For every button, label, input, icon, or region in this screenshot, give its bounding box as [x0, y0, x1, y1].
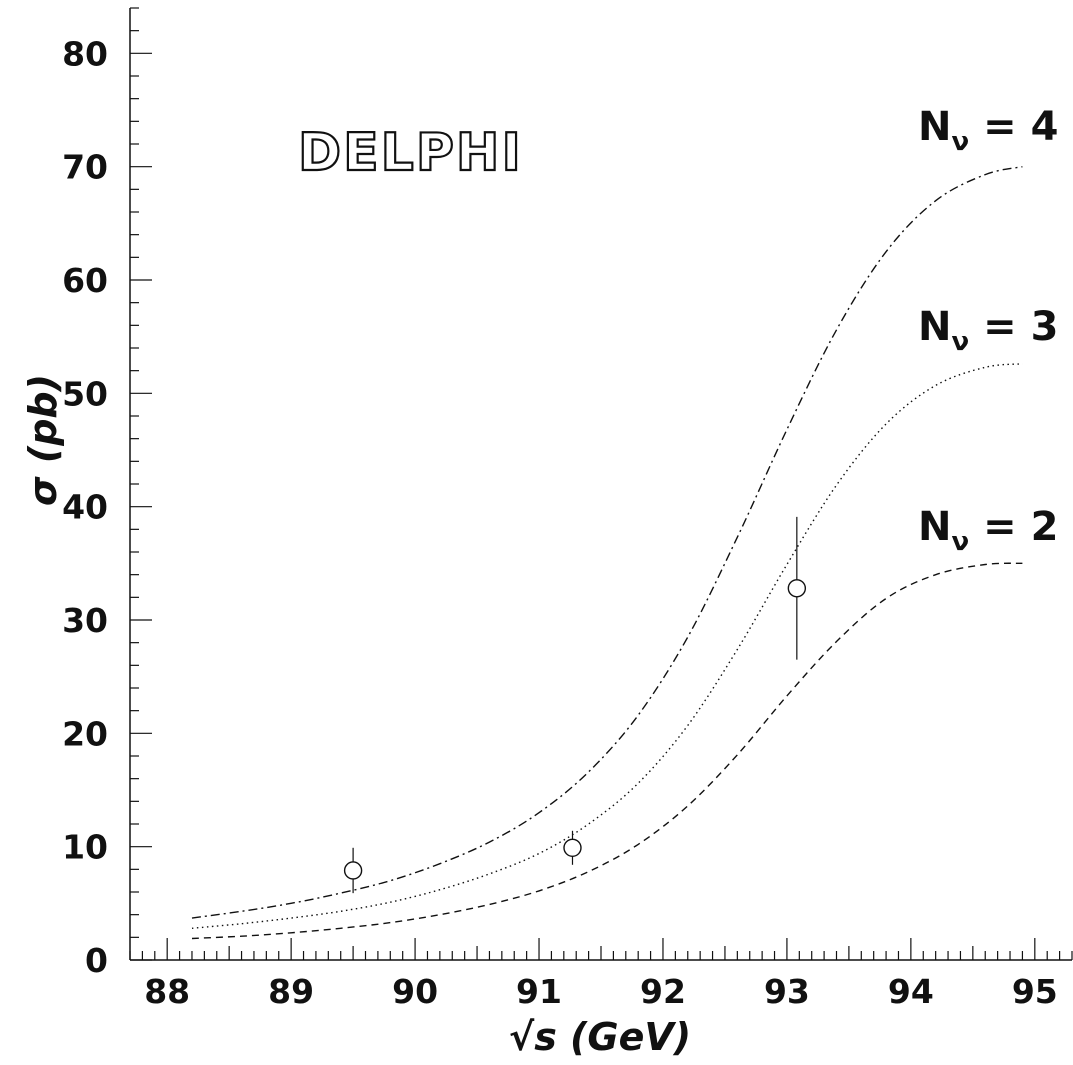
- data-marker: [343, 861, 363, 880]
- label-n: N: [918, 104, 951, 150]
- label-nu-subscript: ν: [951, 127, 969, 157]
- x-ticks: 88 89 90 91 92 93 94 95: [129, 938, 1073, 1011]
- axes: [129, 8, 1072, 961]
- label-value: = 4: [969, 104, 1058, 150]
- x-tick-label: 94: [888, 972, 934, 1011]
- series-label-nu-3: Nν = 3: [918, 304, 1058, 357]
- series-label-nu-2: Nν = 2: [918, 504, 1058, 557]
- x-tick-label: 88: [144, 972, 190, 1011]
- data-points: [343, 516, 807, 894]
- delphi-logo: DELPHI: [298, 123, 523, 183]
- y-tick-label: 40: [62, 488, 108, 527]
- x-tick-label: 92: [640, 972, 686, 1011]
- y-tick-label: 80: [62, 34, 108, 73]
- x-tick-label: 95: [1012, 972, 1058, 1011]
- data-point: [343, 847, 363, 894]
- x-tick-label: 91: [516, 972, 562, 1011]
- series-label-nu-4: Nν = 4: [918, 104, 1058, 157]
- y-tick-label: 0: [85, 941, 108, 980]
- curve-nu-3: [191, 363, 1023, 929]
- label-n: N: [918, 304, 951, 350]
- label-nu-subscript: ν: [951, 527, 969, 557]
- y-tick-label: 20: [62, 714, 108, 753]
- data-point: [563, 830, 582, 865]
- label-nu-subscript: ν: [951, 327, 969, 357]
- y-tick-label: 30: [62, 601, 108, 640]
- label-n: N: [918, 504, 951, 550]
- x-tick-label: 93: [764, 972, 810, 1011]
- data-point: [787, 516, 807, 660]
- theory-curves: [191, 166, 1023, 940]
- data-marker: [563, 838, 582, 857]
- y-tick-label: 60: [62, 261, 108, 300]
- x-axis-title: √s (GeV): [509, 1015, 691, 1059]
- curve-nu-2: [191, 562, 1023, 940]
- y-ticks: 0 10 20 30 40 50 60 70 80: [62, 7, 152, 980]
- y-tick-label: 70: [62, 148, 108, 187]
- y-tick-label: 50: [62, 374, 108, 413]
- y-tick-label: 10: [62, 828, 108, 867]
- label-value: = 3: [969, 304, 1058, 350]
- data-marker: [787, 579, 807, 598]
- x-tick-label: 89: [268, 972, 314, 1011]
- x-tick-label: 90: [392, 972, 438, 1011]
- curve-nu-4: [191, 166, 1023, 919]
- y-axis-title: σ (pb): [21, 374, 65, 506]
- label-value: = 2: [969, 504, 1058, 550]
- series-labels: Nν = 4Nν = 3Nν = 2: [918, 104, 1058, 557]
